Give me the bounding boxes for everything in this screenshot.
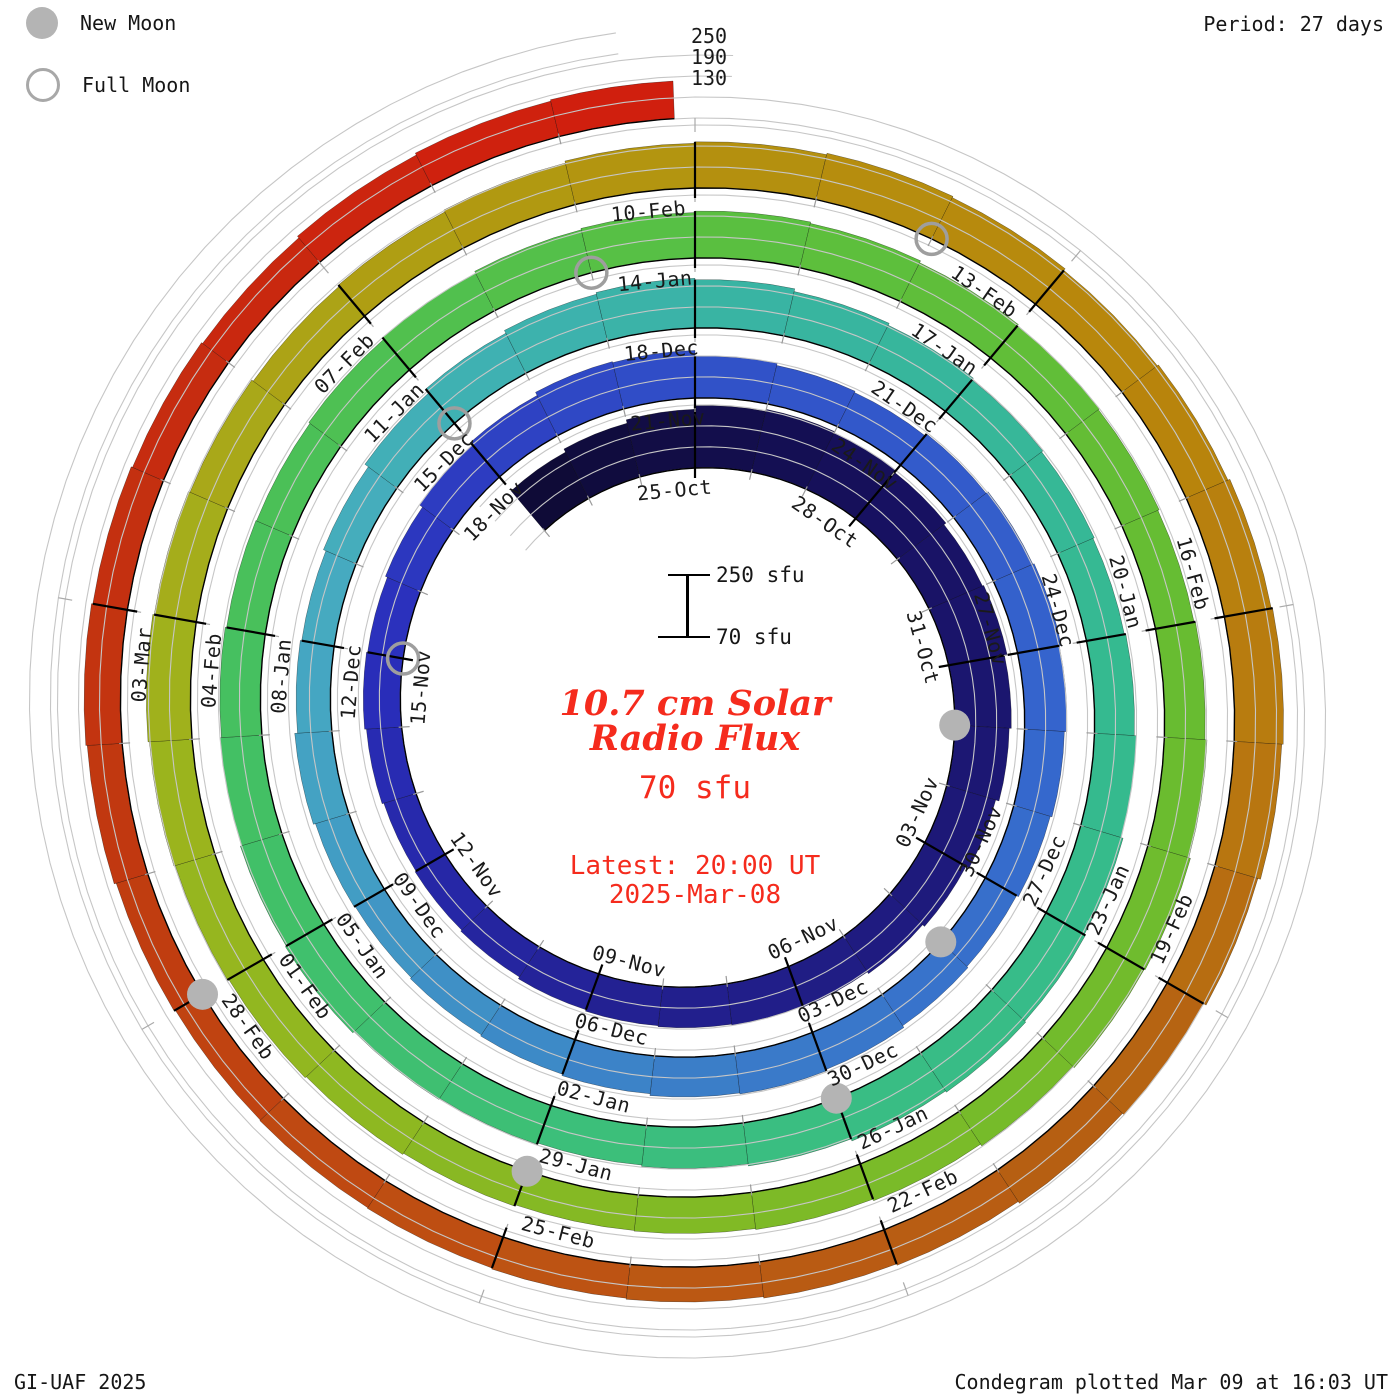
flux-bar xyxy=(149,739,216,867)
flux-bar xyxy=(783,291,890,365)
chart-title-line1: 10.7 cm Solar xyxy=(559,683,831,724)
legend-new-moon: New Moon xyxy=(26,4,190,42)
new-moon-marker xyxy=(925,926,957,958)
flux-bar xyxy=(751,1163,874,1230)
date-label: 12-Dec xyxy=(336,643,366,720)
flux-bar xyxy=(1086,633,1135,736)
flux-bar xyxy=(815,152,954,240)
full-moon-icon xyxy=(26,68,60,102)
moon-markers xyxy=(187,221,971,1187)
flux-bar xyxy=(323,466,398,565)
scale-bar-top-cap xyxy=(668,574,710,576)
flux-bar xyxy=(295,640,335,734)
latest-time-label: Latest: 20:00 UT xyxy=(569,851,821,881)
flux-bar xyxy=(153,491,228,623)
flux-bar xyxy=(759,1229,897,1299)
flux-bar xyxy=(219,734,283,847)
flux-bar xyxy=(301,550,357,647)
flux-bar xyxy=(480,1004,576,1075)
flux-bar xyxy=(443,162,576,249)
flux-bar xyxy=(625,1261,764,1303)
radial-axis-tick-label: 250 xyxy=(691,24,727,48)
flux-bar xyxy=(92,466,164,611)
flux-bar xyxy=(409,954,502,1036)
flux-bar xyxy=(633,1192,756,1234)
radial-axis-tick-label: 190 xyxy=(691,45,727,69)
legend-full-moon: Full Moon xyxy=(26,66,190,104)
flux-scale-bar: 250 sfu 70 sfu xyxy=(656,563,856,660)
flux-bar xyxy=(564,142,696,205)
flux-bar xyxy=(315,813,385,908)
new-moon-icon xyxy=(26,7,58,39)
rotation-period-label: Period: 27 days xyxy=(1203,12,1384,36)
full-moon-marker xyxy=(385,641,421,676)
flux-bar xyxy=(694,356,778,405)
chart-title-line2: Radio Flux xyxy=(589,718,801,759)
scale-min-label: 70 sfu xyxy=(716,625,792,649)
new-moon-label: New Moon xyxy=(80,11,177,35)
full-moon-marker xyxy=(914,221,949,257)
new-moon-marker xyxy=(820,1082,852,1114)
flux-bar xyxy=(550,80,675,137)
credit-label: GI-UAF 2025 xyxy=(14,1370,147,1394)
chart-center-text: 10.7 cm Solar Radio Flux 70 sfu Latest: … xyxy=(560,686,831,909)
latest-date-label: 2025-Mar-08 xyxy=(608,879,782,910)
new-moon-marker xyxy=(187,978,219,1010)
baseline-flux-label: 70 sfu xyxy=(639,770,751,806)
date-label: 25-Oct xyxy=(636,475,713,506)
full-moon-label: Full Moon xyxy=(82,73,191,97)
flux-bar xyxy=(226,520,293,635)
date-label: 08-Jan xyxy=(266,638,296,715)
scale-bar-line xyxy=(686,574,689,638)
scale-max-label: 250 sfu xyxy=(716,563,805,587)
moon-legend: New Moon Full Moon xyxy=(26,4,190,128)
full-moon-marker xyxy=(574,255,609,290)
new-moon-marker xyxy=(511,1155,543,1187)
plotted-timestamp-label: Condegram plotted Mar 09 at 16:03 UT xyxy=(954,1370,1388,1394)
new-moon-marker xyxy=(939,709,971,741)
scale-bar-bottom-cap xyxy=(658,636,710,638)
flux-bar xyxy=(734,1032,827,1095)
flux-bar xyxy=(363,651,404,730)
radial-axis-tick-label: 130 xyxy=(691,66,727,90)
flux-bar xyxy=(439,1063,552,1145)
flux-bar xyxy=(86,743,149,885)
date-label: 15-Nov xyxy=(405,649,435,726)
full-moon-marker xyxy=(437,406,472,441)
